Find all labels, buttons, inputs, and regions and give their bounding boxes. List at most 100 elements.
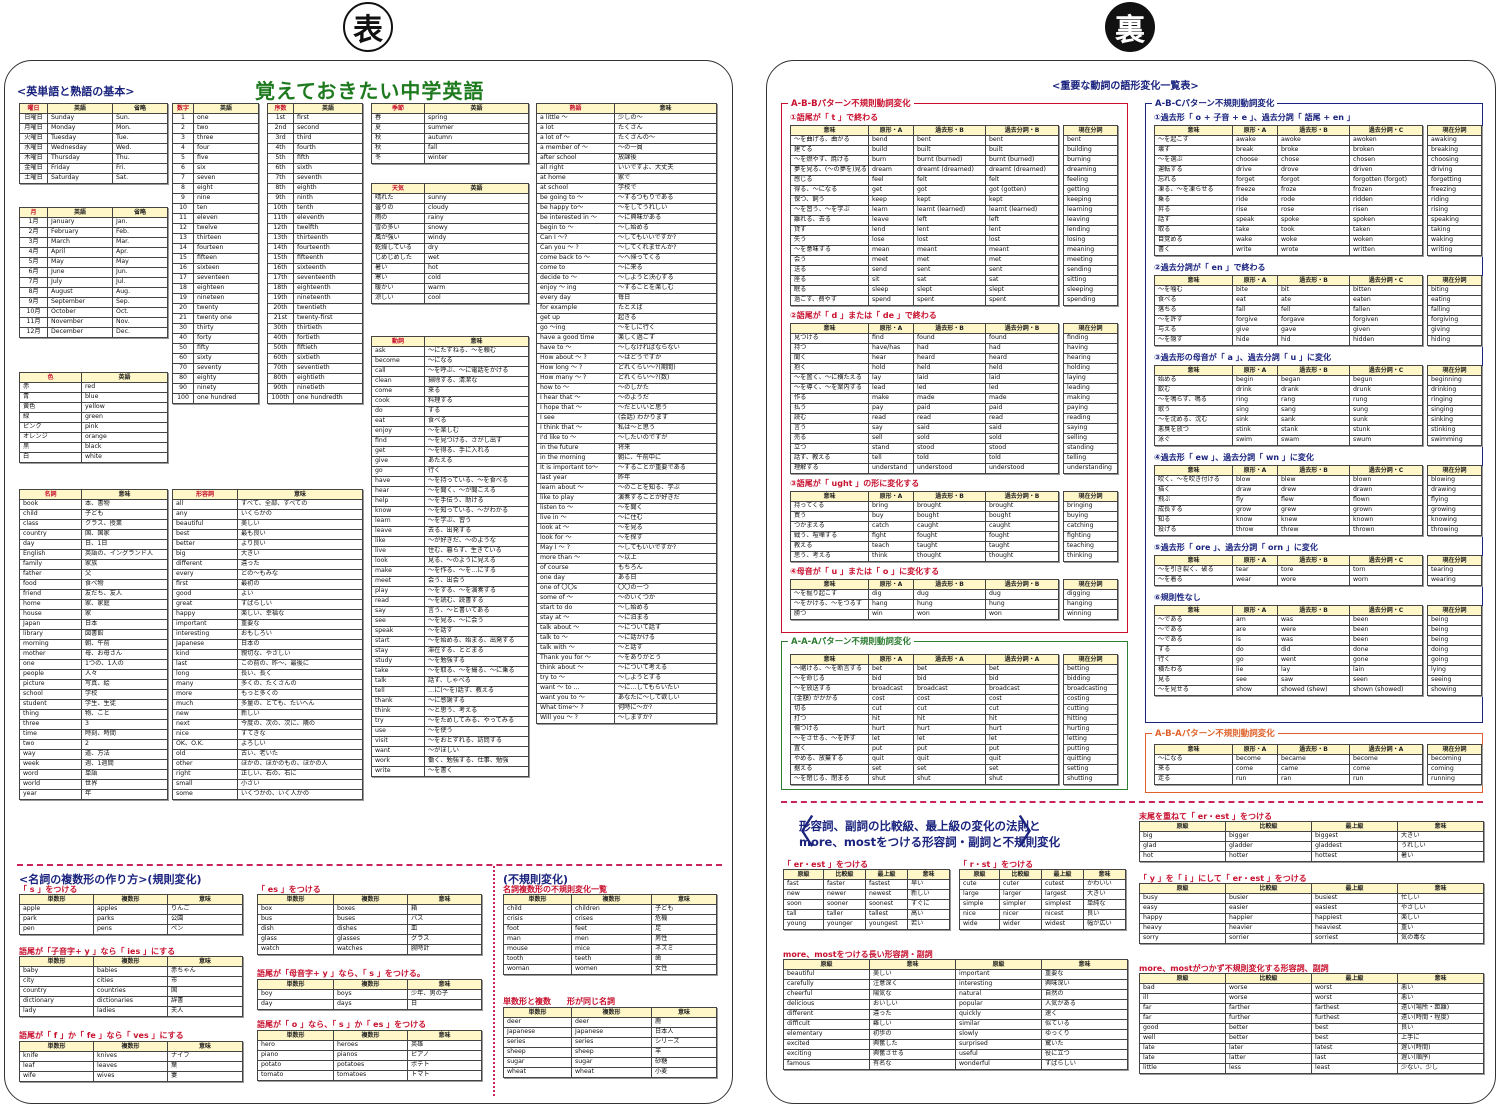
table-cell: 〜を学ぶ、習う <box>424 516 529 527</box>
table-cell: cut <box>868 704 914 715</box>
table-cell: 行く <box>424 466 529 477</box>
column-header: 原級 <box>955 959 1042 970</box>
table-cell: 興奮した <box>869 1039 956 1050</box>
table-cell: 10 <box>172 203 194 214</box>
table-cell: fought <box>913 531 986 542</box>
table-row: Japanese Japanese 日本人 <box>503 1027 717 1038</box>
table-row: live in 〜〜に住む <box>536 513 717 524</box>
table-cell: library <box>19 629 82 640</box>
table-row: building <box>1063 145 1118 156</box>
table-cell: man <box>503 934 572 945</box>
table-row: long 長い、長く <box>172 669 363 680</box>
table-row: come back to 〜〜へ帰ってくる <box>536 253 717 264</box>
table-row: stay 滞在する、とどまる <box>371 646 529 657</box>
table-row: 18 eighteen <box>172 283 259 294</box>
table-cell: one hundred <box>193 393 259 404</box>
table-cell: every day <box>536 293 615 304</box>
table-row: 〜を曲げる、曲がる bend bent bent <box>790 135 1059 146</box>
table-row: heavy heavier heaviest 重い <box>1139 923 1484 934</box>
table-row: stinking <box>1427 425 1482 436</box>
verb-group: ③過去形の母音が「 a 」、過去分詞「 u 」に変化 意味 原形・A 過去形・B 過去分… <box>1154 352 1482 446</box>
table-cell: ネズミ <box>651 944 717 955</box>
table-cell: 遠い(場所・距離) <box>1397 1003 1484 1014</box>
table-row: 日曜日 Sunday Sun. <box>19 113 168 124</box>
table-cell: large <box>959 889 1000 900</box>
table-cell: 買う <box>790 511 869 522</box>
table-cell: gladder <box>1225 841 1312 852</box>
table-cell: run <box>1232 774 1278 785</box>
table-row: singing <box>1427 405 1482 416</box>
table-row: week 週、1週間 <box>19 759 168 770</box>
table-cell: feeling <box>1063 175 1118 186</box>
double-label: 末尾を重ねて「 er・est 」をつける <box>1139 812 1272 821</box>
table-cell: 読む <box>790 413 869 424</box>
table-cell: catch <box>868 521 914 532</box>
table-row: 9月 September Sep. <box>19 297 168 308</box>
table-cell: youngest <box>865 919 908 930</box>
table-row: speaking <box>1427 215 1482 226</box>
table-cell: have/has <box>868 343 914 354</box>
table-cell: 〜のことを知る、学ぶ <box>614 483 717 494</box>
table-cell: tenth <box>293 203 363 214</box>
table-cell: 緑 <box>19 412 82 423</box>
table-cell: do <box>371 406 425 417</box>
table-cell: bus <box>257 914 334 925</box>
column-header: 意味 <box>1397 821 1484 832</box>
table-cell: bad <box>1139 983 1226 994</box>
table-cell: 〜をためしてみる、やってみる <box>424 716 529 727</box>
table-row: 15th fifteenth <box>267 253 363 264</box>
table-cell: March <box>47 237 113 248</box>
table-cell: 50th <box>267 343 294 354</box>
table-row: all すべて、全部、すべての <box>172 499 363 510</box>
table-row: 知る know knew known <box>1154 515 1423 526</box>
table-cell: nineteenth <box>293 293 363 304</box>
table-cell: lain <box>1349 665 1423 676</box>
table-cell: forgive <box>1232 315 1278 326</box>
table-cell: 1 <box>172 113 194 124</box>
table-row: dreaming <box>1063 165 1118 176</box>
table-row: shutting <box>1063 774 1118 785</box>
idioms-table: 熟語 意味 a little 〜少しの〜 a lot たくさん a lot of 〜たくさ… <box>536 103 717 724</box>
table-cell: get <box>868 185 914 196</box>
table-cell: potatoes <box>333 1060 408 1071</box>
verb-group: ④母音が「 u 」または「 o 」に変化する 意味 原形・A 過去形・B 過去分詞・B 〜… <box>790 566 1118 620</box>
table-cell: delicious <box>783 999 870 1010</box>
column-header: 現在分詞 <box>1063 654 1118 665</box>
table-row: 4th fourth <box>267 143 363 154</box>
table-row: 2 two <box>172 123 259 134</box>
more-most-label: more、mostをつける長い形容詞・副詞 <box>783 950 933 959</box>
table-cell: country <box>19 986 94 997</box>
column-header: 過去分詞・B <box>985 323 1059 334</box>
table-row: child 子ども <box>19 509 168 520</box>
table-cell: 英雄 <box>407 1040 482 1051</box>
table-cell: 14 <box>172 243 194 254</box>
table-row: losing <box>1063 235 1118 246</box>
column-header: 現在分詞 <box>1063 323 1118 334</box>
table-cell: 父 <box>81 569 168 580</box>
table-cell: thirtieth <box>293 323 363 334</box>
table-row: piano pianos ピアノ <box>257 1050 482 1061</box>
column-header: 意味 <box>614 103 717 114</box>
table-cell: Apr. <box>112 247 168 258</box>
table-cell: drive <box>1232 165 1278 176</box>
table-cell: forget <box>1232 175 1278 186</box>
table-cell: next <box>172 719 238 730</box>
table-cell: boys <box>333 989 408 1000</box>
table-row: have 〜を持っている、〜を食べる <box>371 476 529 487</box>
table-cell: ゆっくり <box>1041 1029 1128 1040</box>
table-cell: morning <box>19 639 82 650</box>
table-row: 緑 green <box>19 412 168 423</box>
table-row: 1月 January Jan. <box>19 217 168 228</box>
table-cell: 〜をありがとう <box>614 653 717 664</box>
table-cell: 遅い(時間) <box>1397 1043 1484 1054</box>
table-cell: give <box>371 456 425 467</box>
table-cell: 赤ちゃん <box>167 966 243 977</box>
table-cell: spent <box>985 295 1059 306</box>
y-to-ies-table: 単数形 複数形 意味 baby babies 赤ちゃん city cities 市 country… <box>19 956 243 1017</box>
table-cell: 暖かい <box>371 283 425 294</box>
column-header: 過去分詞・A <box>985 654 1059 665</box>
table-row: having <box>1063 343 1118 354</box>
table-cell: cities <box>93 976 168 987</box>
table-cell: hide <box>1232 335 1278 346</box>
table-cell: sinking <box>1427 415 1482 426</box>
